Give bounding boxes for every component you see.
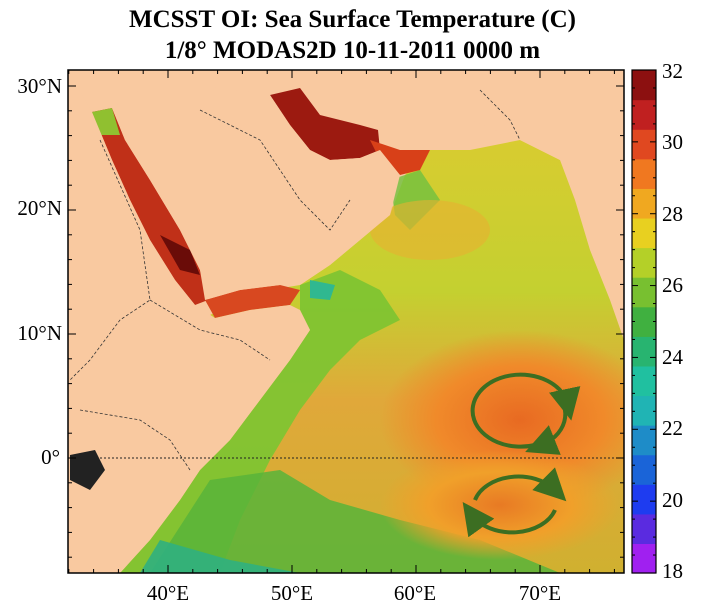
colorbar-label-24: 24 bbox=[662, 345, 684, 369]
colorbar-label-28: 28 bbox=[662, 202, 683, 226]
cool-water-patch bbox=[140, 540, 300, 573]
colorbar-label-20: 20 bbox=[662, 488, 683, 512]
map-panel bbox=[68, 70, 624, 573]
gulf-of-oman bbox=[370, 140, 430, 175]
africa-land bbox=[68, 70, 310, 573]
colorbar-labels: 32 30 28 26 24 22 20 18 bbox=[662, 59, 684, 583]
gulf-of-aden bbox=[205, 285, 300, 318]
colorbar-segment bbox=[632, 513, 656, 545]
warm-patch-central bbox=[370, 200, 490, 260]
map-subtitle: 1/8° MODAS2D 10-11-2011 0000 m bbox=[164, 37, 541, 64]
lat-label-0: 0° bbox=[41, 445, 60, 469]
colorbar-segment bbox=[632, 277, 656, 308]
colorbar-label-30: 30 bbox=[662, 130, 683, 154]
frame-ticks bbox=[68, 70, 624, 573]
lake-victoria bbox=[70, 450, 105, 490]
cool-coastal-band bbox=[120, 270, 400, 573]
lat-label-30n: 30°N bbox=[17, 74, 62, 98]
colorbar-segment bbox=[632, 395, 656, 426]
colorbar-segment bbox=[632, 247, 656, 278]
colorbar-segment bbox=[632, 454, 656, 485]
colorbar-segment bbox=[632, 306, 656, 337]
eddy-south bbox=[462, 467, 567, 538]
country-borders bbox=[69, 89, 521, 471]
colorbar-segment bbox=[632, 158, 656, 189]
colorbar-segment bbox=[632, 543, 656, 574]
colorbar-ticks bbox=[632, 69, 656, 574]
colorbar bbox=[632, 70, 656, 574]
socotra-cool-patch bbox=[310, 280, 335, 300]
red-sea-hot-patch bbox=[160, 235, 200, 275]
map-frame bbox=[67, 69, 625, 574]
colorbar-segment bbox=[632, 484, 656, 515]
colorbar-segment bbox=[632, 70, 656, 101]
colorbar-segment bbox=[632, 425, 656, 456]
arabia-land bbox=[112, 85, 400, 300]
colorbar-segment bbox=[632, 217, 656, 249]
colorbar-segment bbox=[632, 336, 656, 367]
lat-label-20n: 20°N bbox=[17, 196, 62, 220]
colorbar-label-32: 32 bbox=[662, 59, 683, 83]
lon-label-40e: 40°E bbox=[147, 581, 189, 605]
map-title: MCSST OI: Sea Surface Temperature (C) bbox=[129, 6, 576, 33]
latitude-axis: 30°N 20°N 10°N 0° bbox=[17, 74, 62, 469]
colorbar-label-26: 26 bbox=[662, 273, 683, 297]
lat-label-10n: 10°N bbox=[17, 321, 62, 345]
warm-pool-south bbox=[380, 450, 620, 560]
colorbar-segment bbox=[632, 129, 656, 160]
india-land bbox=[470, 70, 624, 340]
colorbar-label-22: 22 bbox=[662, 416, 683, 440]
lon-label-60e: 60°E bbox=[394, 581, 436, 605]
gulf-of-suez bbox=[92, 108, 120, 135]
lon-label-70e: 70°E bbox=[519, 581, 561, 605]
colorbar-segment bbox=[632, 365, 656, 397]
colorbar-label-18: 18 bbox=[662, 559, 683, 583]
persian-gulf bbox=[270, 88, 380, 160]
eddy-north bbox=[470, 372, 581, 455]
colorbar-segment bbox=[632, 99, 656, 130]
lon-label-50e: 50°E bbox=[271, 581, 313, 605]
longitude-axis: 40°E 50°E 60°E 70°E bbox=[147, 581, 561, 605]
